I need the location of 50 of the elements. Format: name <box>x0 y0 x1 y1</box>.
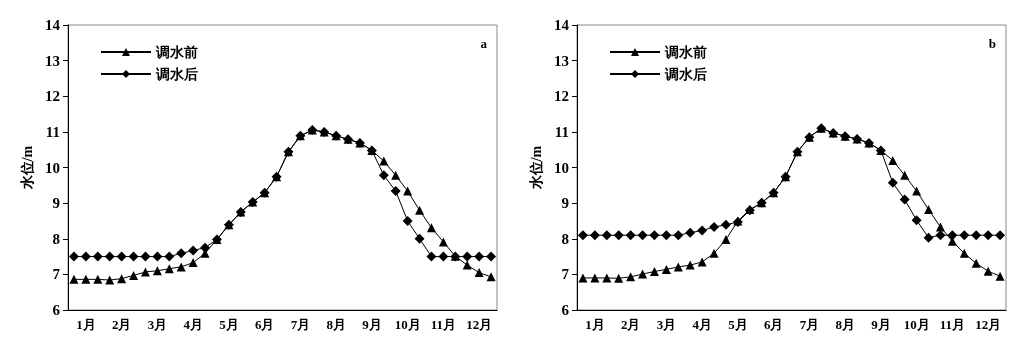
y-tick-label: 9 <box>561 195 569 212</box>
x-tick-label: 8月 <box>835 317 855 332</box>
x-tick-label: 2月 <box>620 317 641 332</box>
y-tick-label: 12 <box>554 88 569 105</box>
y-tick-label: 14 <box>554 17 570 33</box>
x-tick-label: 1月 <box>585 317 605 332</box>
y-tick-label: 10 <box>554 159 569 176</box>
annotation: a <box>480 36 488 51</box>
y-axis-title: 水位/m <box>19 145 35 191</box>
x-tick-label: 6月 <box>763 317 784 332</box>
x-tick-label: 3月 <box>147 317 168 332</box>
y-tick-label: 13 <box>554 52 569 69</box>
legend-label: 调水前 <box>155 44 198 60</box>
x-tick-label: 7月 <box>799 317 820 332</box>
x-tick-label: 3月 <box>656 317 677 332</box>
y-tick-label: 11 <box>554 123 569 140</box>
x-tick-label: 12月 <box>466 317 493 332</box>
y-tick-label: 14 <box>45 17 61 33</box>
y-tick-label: 13 <box>45 52 60 69</box>
y-tick-label: 10 <box>45 159 60 176</box>
y-tick-label: 9 <box>52 195 60 212</box>
y-tick-label: 12 <box>45 88 60 105</box>
y-tick-label: 6 <box>52 302 61 318</box>
x-tick-label: 10月 <box>903 317 930 332</box>
x-tick-label: 5月 <box>728 317 748 332</box>
legend-label: 调水后 <box>155 65 198 82</box>
y-tick-label: 6 <box>561 302 570 318</box>
legend-label: 调水前 <box>664 44 707 60</box>
annotation: b <box>988 36 996 51</box>
y-tick-label: 8 <box>561 230 569 247</box>
x-tick-label: 8月 <box>326 317 346 332</box>
y-tick-label: 8 <box>52 230 60 247</box>
y-tick-label: 7 <box>561 266 570 283</box>
y-tick-label: 7 <box>52 266 61 283</box>
x-tick-label: 12月 <box>975 317 1002 332</box>
x-tick-label: 5月 <box>219 317 239 332</box>
x-tick-label: 4月 <box>692 317 712 332</box>
y-tick-label: 11 <box>45 123 60 140</box>
y-axis-title: 水位/m <box>528 145 544 191</box>
x-tick-label: 1月 <box>76 317 96 332</box>
x-tick-label: 4月 <box>183 317 203 332</box>
x-tick-label: 7月 <box>290 317 311 332</box>
x-tick-label: 2月 <box>111 317 132 332</box>
x-tick-label: 10月 <box>394 317 421 332</box>
x-tick-label: 9月 <box>871 317 891 332</box>
legend-label: 调水后 <box>664 65 707 82</box>
x-tick-label: 6月 <box>254 317 275 332</box>
x-tick-label: 9月 <box>362 317 382 332</box>
x-tick-label: 11月 <box>939 317 966 332</box>
x-tick-label: 11月 <box>430 317 457 332</box>
